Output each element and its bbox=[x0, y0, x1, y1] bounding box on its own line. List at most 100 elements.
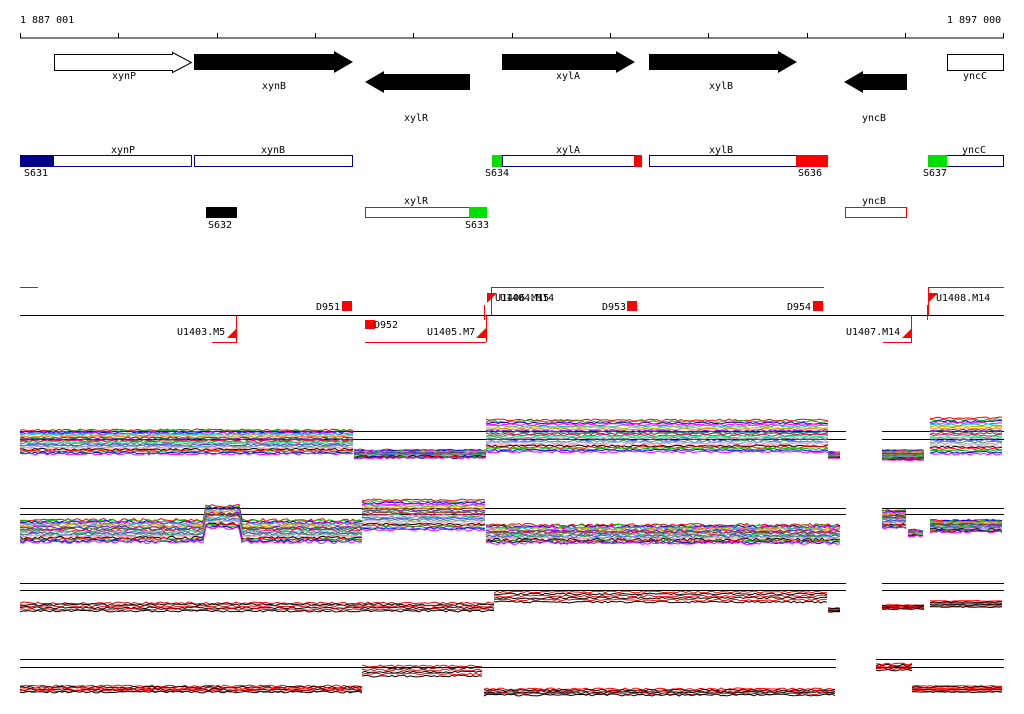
expression-trace bbox=[881, 516, 907, 519]
expression-trace bbox=[929, 435, 1003, 439]
feature-D953[interactable]: D953 bbox=[602, 301, 637, 313]
expression-trace bbox=[485, 442, 829, 446]
expression-trace bbox=[486, 426, 829, 430]
expression-trace bbox=[881, 459, 925, 461]
expression-trace bbox=[929, 605, 1003, 609]
expression-trace bbox=[485, 447, 829, 451]
gene-yncC[interactable]: yncC bbox=[947, 54, 1004, 82]
svg-text:xylR: xylR bbox=[404, 196, 429, 207]
segment-S632[interactable]: S632 bbox=[206, 207, 237, 231]
gene-label: xynB bbox=[262, 81, 286, 92]
expression-trace bbox=[881, 518, 907, 522]
expression-trace bbox=[929, 442, 1003, 446]
segment-S637[interactable]: S637 bbox=[923, 155, 947, 179]
expression-trace bbox=[881, 452, 925, 455]
expression-trace bbox=[19, 507, 363, 526]
gene-xynP[interactable]: xynP bbox=[54, 51, 193, 83]
expression-trace bbox=[494, 594, 828, 598]
expression-track-3 bbox=[19, 583, 1004, 613]
expression-trace bbox=[361, 518, 486, 522]
expression-trace bbox=[19, 430, 354, 434]
feature-U1404.M14[interactable]: U1404.M14 bbox=[500, 293, 554, 304]
feature-U1406.M15[interactable]: U1406.M15 bbox=[487, 293, 549, 304]
segment-end-marker bbox=[634, 155, 642, 167]
transcript-yncB[interactable]: yncB bbox=[845, 196, 907, 218]
feature-U1405.M7[interactable]: U1405.M7 bbox=[427, 327, 486, 338]
feature-track: D951 D952 D953 D954 U1403.M5 U1405.M7 U1… bbox=[20, 287, 1004, 343]
expression-trace bbox=[19, 449, 354, 453]
expression-trace bbox=[19, 517, 363, 536]
gene-label: xylA bbox=[556, 71, 580, 82]
segment-S633[interactable]: S633 bbox=[465, 207, 489, 231]
expression-trace bbox=[19, 437, 354, 441]
svg-text:U1406.M15: U1406.M15 bbox=[495, 293, 549, 304]
svg-text:D953: D953 bbox=[602, 302, 626, 313]
expression-trace bbox=[485, 423, 829, 427]
expression-trace bbox=[929, 426, 1003, 430]
expression-trace bbox=[485, 439, 829, 443]
expression-trace bbox=[485, 533, 841, 538]
feature-U1408.M14[interactable]: U1408.M14 bbox=[928, 293, 990, 304]
expression-trace bbox=[929, 423, 1003, 427]
expression-trace bbox=[485, 535, 841, 541]
transcript-xylA[interactable]: xylA bbox=[502, 145, 642, 167]
expression-trace bbox=[911, 685, 1003, 688]
svg-text:xylB: xylB bbox=[709, 145, 733, 156]
expression-track-2 bbox=[19, 498, 1004, 546]
svg-text:S632: S632 bbox=[208, 220, 232, 231]
svg-text:S637: S637 bbox=[923, 168, 947, 179]
expression-trace bbox=[911, 687, 1003, 690]
expression-trace bbox=[875, 667, 913, 671]
expression-trace bbox=[19, 450, 354, 454]
expression-trace bbox=[911, 690, 1003, 694]
expression-trace bbox=[361, 502, 486, 506]
expression-trace bbox=[19, 429, 354, 433]
expression-trace bbox=[485, 541, 841, 546]
expression-trace bbox=[361, 670, 483, 674]
expression-trace bbox=[876, 662, 913, 666]
svg-text:U1403.M5: U1403.M5 bbox=[177, 327, 225, 338]
expression-trace bbox=[485, 450, 829, 454]
expression-trace bbox=[929, 443, 1003, 447]
feature-U1407.M14[interactable]: U1407.M14 bbox=[846, 327, 912, 338]
expression-trace bbox=[19, 601, 494, 605]
feature-D954[interactable]: D954 bbox=[787, 301, 823, 313]
expression-trace bbox=[493, 592, 828, 596]
expression-trace bbox=[881, 511, 907, 514]
svg-text:U1408.M14: U1408.M14 bbox=[936, 293, 990, 304]
gene-label: xylR bbox=[404, 113, 429, 124]
transcript-xylR[interactable]: xylR bbox=[365, 196, 487, 218]
expression-trace bbox=[485, 436, 829, 440]
expression-trace bbox=[361, 509, 485, 513]
expression-trace bbox=[929, 428, 1003, 432]
segment-S634[interactable]: S634 bbox=[485, 155, 509, 179]
expression-trace bbox=[881, 526, 907, 530]
segment-S636[interactable]: S636 bbox=[796, 155, 828, 179]
expression-trace bbox=[19, 690, 363, 694]
feature-U1403.M5[interactable]: U1403.M5 bbox=[177, 327, 237, 338]
expression-trace bbox=[362, 525, 485, 529]
transcript-xynB[interactable]: xynB bbox=[194, 145, 353, 167]
expression-trace bbox=[19, 444, 354, 448]
expression-trace bbox=[882, 448, 925, 451]
expression-trace bbox=[485, 441, 829, 445]
expression-trace bbox=[485, 444, 829, 448]
feature-D951[interactable]: D951 bbox=[316, 301, 352, 313]
expression-trace bbox=[19, 433, 354, 437]
svg-text:D954: D954 bbox=[787, 302, 811, 313]
expression-trace bbox=[929, 602, 1003, 605]
expression-trace bbox=[911, 688, 1003, 691]
gene-xylB[interactable]: xylB bbox=[649, 51, 797, 92]
expression-trace bbox=[20, 508, 363, 527]
gene-xylR[interactable]: xylR bbox=[365, 71, 470, 124]
expression-trace bbox=[929, 601, 1003, 604]
gene-xylA[interactable]: xylA bbox=[502, 51, 635, 82]
gene-yncB[interactable]: yncB bbox=[844, 71, 907, 124]
expression-trace bbox=[929, 452, 1003, 456]
feature-D952[interactable]: D952 bbox=[365, 320, 398, 331]
segment-S631[interactable]: S631 bbox=[20, 155, 54, 179]
expression-trace bbox=[485, 445, 829, 449]
gene-xynB[interactable]: xynB bbox=[194, 51, 353, 92]
expression-trace bbox=[19, 686, 363, 690]
expression-trace bbox=[361, 499, 486, 503]
